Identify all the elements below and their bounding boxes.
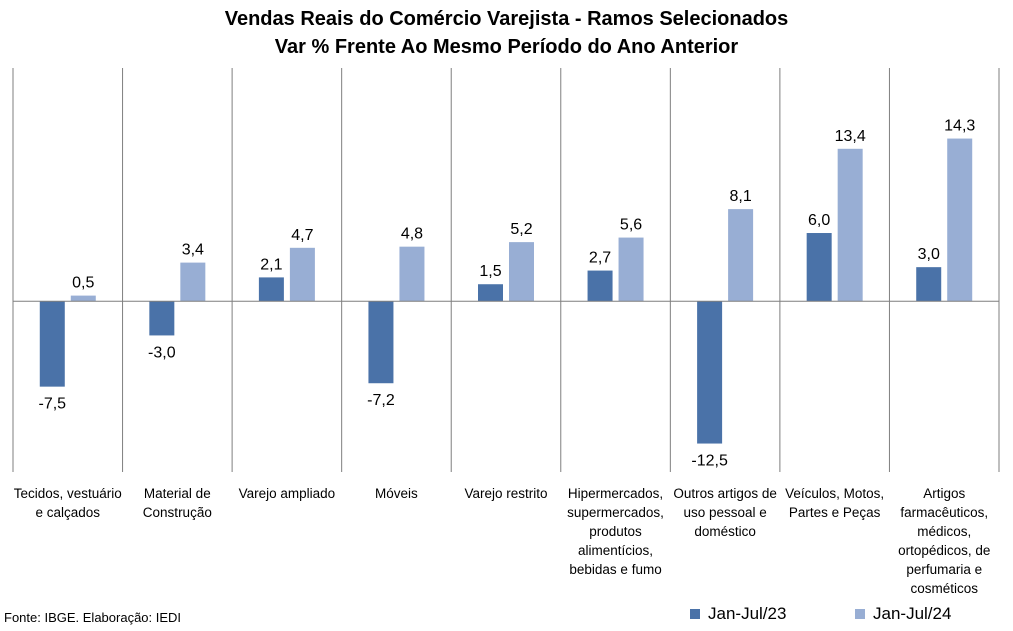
data-label-jan-jul-23-3: -7,2 [367, 392, 395, 409]
bar-jan-jul-23-2 [258, 277, 284, 302]
chart-title: Vendas Reais do Comércio Varejista - Ram… [224, 8, 789, 30]
data-label-jan-jul-24-3: 4,8 [401, 226, 423, 243]
bar-jan-jul-24-6 [728, 209, 754, 302]
category-label-1: Material de Construção [142, 486, 212, 520]
data-label-jan-jul-24-1: 3,4 [182, 242, 204, 259]
bar-jan-jul-23-4 [478, 284, 503, 302]
source-note: Fonte: IBGE. Elaboração: IEDI [4, 610, 182, 625]
bar-jan-jul-23-8 [916, 267, 942, 302]
category-label-0: Tecidos, vestuário e calçados [13, 486, 122, 520]
bar-jan-jul-24-3 [399, 246, 425, 302]
bar-jan-jul-24-4 [509, 242, 534, 302]
bar-jan-jul-24-5 [618, 237, 644, 302]
legend-label-jan-jul-24: Jan-Jul/24 [873, 604, 952, 623]
bar-jan-jul-23-6 [697, 301, 723, 444]
data-label-jan-jul-24-6: 8,1 [729, 188, 751, 205]
legend-item-jan-jul-24: Jan-Jul/24 [855, 604, 951, 624]
legend-swatch-jan-jul-23 [690, 609, 700, 619]
bar-jan-jul-24-1 [180, 262, 206, 302]
data-label-jan-jul-23-4: 1,5 [479, 263, 501, 280]
data-label-jan-jul-23-2: 2,1 [260, 256, 282, 273]
category-label-6: Outros artigos de uso pessoal e doméstic… [673, 486, 777, 539]
data-label-jan-jul-23-6: -12,5 [691, 453, 728, 470]
bar-jan-jul-23-0 [39, 301, 65, 387]
legend-label-jan-jul-23: Jan-Jul/23 [708, 604, 787, 623]
bar-jan-jul-24-7 [837, 148, 863, 302]
data-label-jan-jul-23-7: 6,0 [808, 212, 830, 229]
data-label-jan-jul-24-7: 13,4 [835, 128, 866, 145]
data-label-jan-jul-23-5: 2,7 [589, 250, 611, 267]
bar-jan-jul-23-3 [368, 301, 394, 384]
legend-item-jan-jul-23: Jan-Jul/23 [690, 604, 786, 624]
bar-jan-jul-23-7 [806, 233, 832, 302]
category-label-3: Móveis [375, 486, 418, 501]
data-label-jan-jul-23-1: -3,0 [148, 344, 176, 361]
category-label-8: Artigos farmacêuticos, médicos, ortopédi… [898, 486, 991, 596]
bar-jan-jul-23-5 [587, 270, 613, 302]
category-label-5: Hipermercados, supermercados, produtos a… [567, 486, 664, 577]
category-label-4: Varejo restrito [464, 486, 548, 501]
data-label-jan-jul-24-5: 5,6 [620, 217, 642, 234]
data-label-jan-jul-24-2: 4,7 [291, 227, 313, 244]
category-label-7: Veículos, Motos, Partes e Peças [785, 486, 885, 520]
data-label-jan-jul-23-0: -7,5 [38, 396, 66, 413]
legend-swatch-jan-jul-24 [855, 609, 865, 619]
bar-jan-jul-24-2 [289, 247, 315, 302]
bar-jan-jul-24-8 [947, 138, 973, 302]
category-label-2: Varejo ampliado [238, 486, 336, 501]
bar-jan-jul-24-0 [70, 295, 96, 302]
data-label-jan-jul-24-4: 5,2 [510, 221, 532, 238]
data-label-jan-jul-23-8: 3,0 [918, 246, 940, 263]
chart-subtitle: Var % Frente Ao Mesmo Período do Ano Ant… [274, 36, 739, 58]
bar-jan-jul-23-1 [149, 301, 175, 336]
data-label-jan-jul-24-0: 0,5 [72, 275, 94, 292]
data-label-jan-jul-24-8: 14,3 [944, 118, 975, 135]
